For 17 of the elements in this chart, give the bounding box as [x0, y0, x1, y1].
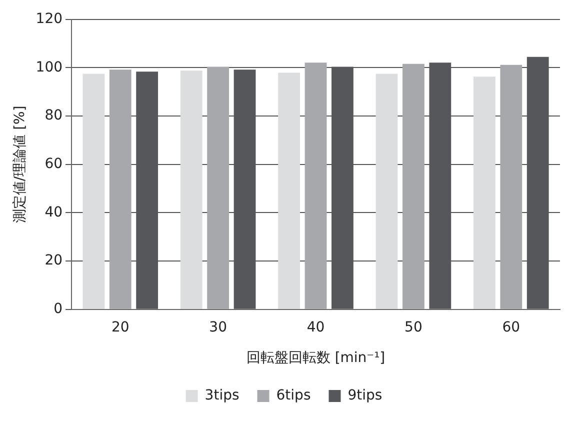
x-tick-label: 50 — [404, 319, 422, 336]
legend-label: 3tips — [204, 388, 240, 404]
legend-label: 9tips — [348, 388, 382, 404]
y-tick-label: 100 — [36, 59, 63, 76]
y-tick-label: 80 — [44, 108, 63, 124]
x-tick-label: 20 — [111, 319, 130, 336]
y-tick-label: 120 — [36, 11, 63, 28]
y-tick-label: 0 — [54, 301, 63, 318]
y-axis-title: 測定値/理論値 [%] — [12, 106, 28, 224]
x-tick-label: 30 — [209, 319, 227, 336]
legend-label: 6tips — [276, 388, 311, 404]
y-tick-label: 20 — [44, 252, 63, 269]
y-tick-label: 60 — [44, 156, 63, 172]
x-tick-label: 40 — [306, 319, 325, 336]
x-tick-label: 60 — [502, 319, 520, 336]
y-tick-label: 40 — [44, 204, 63, 220]
x-axis-title: 回転盤回転数 [min⁻¹] — [246, 350, 386, 366]
